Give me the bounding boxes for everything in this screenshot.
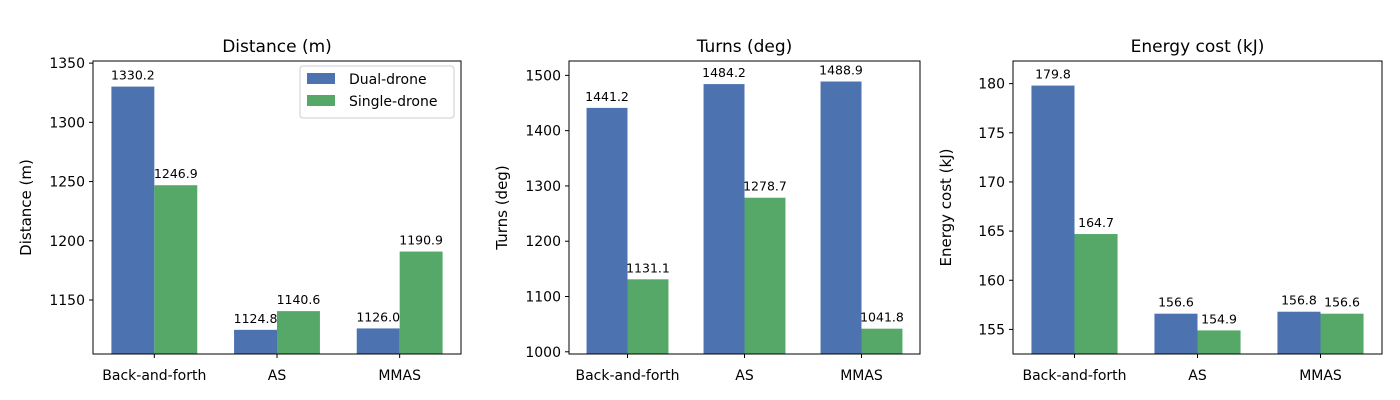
y-tick-label: 1400 [525, 124, 561, 140]
bar-value-label: 156.6 [1158, 295, 1194, 310]
bar-value-label: 179.8 [1035, 67, 1071, 82]
bar-single-drone-1 [1074, 234, 1118, 354]
x-tick-label: Back-and-forth [102, 368, 206, 384]
bar-value-label: 1131.1 [626, 260, 670, 275]
bar-value-label: 1488.9 [819, 63, 863, 78]
x-tick-label: AS [268, 368, 287, 384]
bar-dual-drone-2 [703, 84, 745, 354]
y-tick-label: 155 [978, 322, 1005, 338]
y-axis-label: Energy cost (kJ) [937, 149, 955, 267]
y-tick-label: 1200 [525, 234, 561, 250]
chart-panel-3: 179.8 156.6 156.8 164.7 154.9 156.6 155 160 165 1… [937, 37, 1383, 384]
bar-dual-drone-3 [1277, 311, 1321, 354]
bar-dual-drone-2 [234, 329, 277, 354]
bar-value-label: 1140.6 [277, 292, 321, 307]
y-tick-label: 1000 [525, 345, 561, 361]
y-tick-label: 170 [978, 175, 1005, 191]
chart-title: Energy cost (kJ) [1131, 37, 1265, 57]
bar-single-drone-1 [154, 185, 198, 354]
bar-value-label: 154.9 [1201, 311, 1237, 326]
y-tick-label: 1350 [49, 56, 85, 72]
bar-value-label: 156.8 [1281, 293, 1317, 308]
bar-single-drone-2 [744, 197, 786, 354]
chart-title: Turns (deg) [696, 37, 793, 57]
y-tick-label: 165 [978, 224, 1005, 240]
x-tick-label: Back-and-forth [1022, 368, 1126, 384]
bar-single-drone-3 [399, 251, 443, 354]
bar-dual-drone-3 [820, 81, 862, 354]
bar-value-label: 164.7 [1078, 215, 1114, 230]
y-tick-label: 1100 [525, 290, 561, 306]
bar-value-label: 1124.8 [234, 311, 278, 326]
bar-dual-drone-3 [356, 328, 400, 354]
bar-single-drone-3 [861, 328, 903, 354]
bar-dual-drone-1 [111, 86, 155, 355]
bar-value-label: 1126.0 [356, 309, 400, 324]
y-tick-label: 1300 [525, 179, 561, 195]
bar-value-label: 156.6 [1324, 295, 1360, 310]
bar-single-drone-3 [1320, 313, 1364, 354]
legend-swatch-dual-drone [307, 73, 335, 84]
chart-panel-2: 1441.2 1484.2 1488.9 1131.1 1278.7 1041.8 1000… [493, 37, 921, 384]
legend-swatch-single-drone [307, 95, 335, 106]
bar-value-label: 1484.2 [702, 65, 746, 80]
bar-value-label: 1330.2 [111, 68, 155, 83]
x-tick-label: MMAS [1299, 368, 1342, 384]
bar-dual-drone-2 [1154, 313, 1198, 354]
x-tick-label: Back-and-forth [575, 368, 679, 384]
bar-single-drone-2 [277, 311, 320, 354]
legend-label: Dual-drone [349, 72, 427, 88]
y-tick-label: 1200 [49, 234, 85, 250]
chart-title: Distance (m) [222, 37, 332, 57]
y-tick-label: 1500 [525, 68, 561, 84]
bar-value-label: 1278.7 [743, 179, 787, 194]
y-tick-label: 1150 [49, 293, 85, 309]
y-tick-label: 160 [978, 273, 1005, 289]
x-tick-label: AS [735, 368, 754, 384]
legend: Dual-drone Single-drone [299, 65, 455, 119]
x-tick-label: MMAS [378, 368, 421, 384]
chart-panel-1: 1330.2 1124.8 1126.0 1246.9 1140.6 1190.9 1150… [17, 37, 462, 384]
bar-dual-drone-1 [1031, 85, 1075, 354]
y-axis-label: Turns (deg) [493, 165, 511, 250]
bar-value-label: 1190.9 [399, 233, 443, 248]
bar-dual-drone-1 [586, 107, 628, 354]
legend-label: Single-drone [349, 94, 437, 110]
bar-single-drone-2 [1197, 330, 1241, 354]
bar-value-label: 1041.8 [860, 310, 904, 325]
bar-value-label: 1246.9 [154, 166, 198, 181]
bar-value-label: 1441.2 [585, 89, 629, 104]
y-tick-label: 175 [978, 126, 1005, 142]
bar-single-drone-1 [627, 279, 669, 354]
x-tick-label: MMAS [840, 368, 883, 384]
legend-box [299, 65, 455, 119]
y-tick-label: 1250 [49, 175, 85, 191]
y-tick-label: 180 [978, 77, 1005, 93]
y-axis-label: Distance (m) [17, 159, 35, 256]
y-tick-label: 1300 [49, 115, 85, 131]
x-tick-label: AS [1188, 368, 1207, 384]
